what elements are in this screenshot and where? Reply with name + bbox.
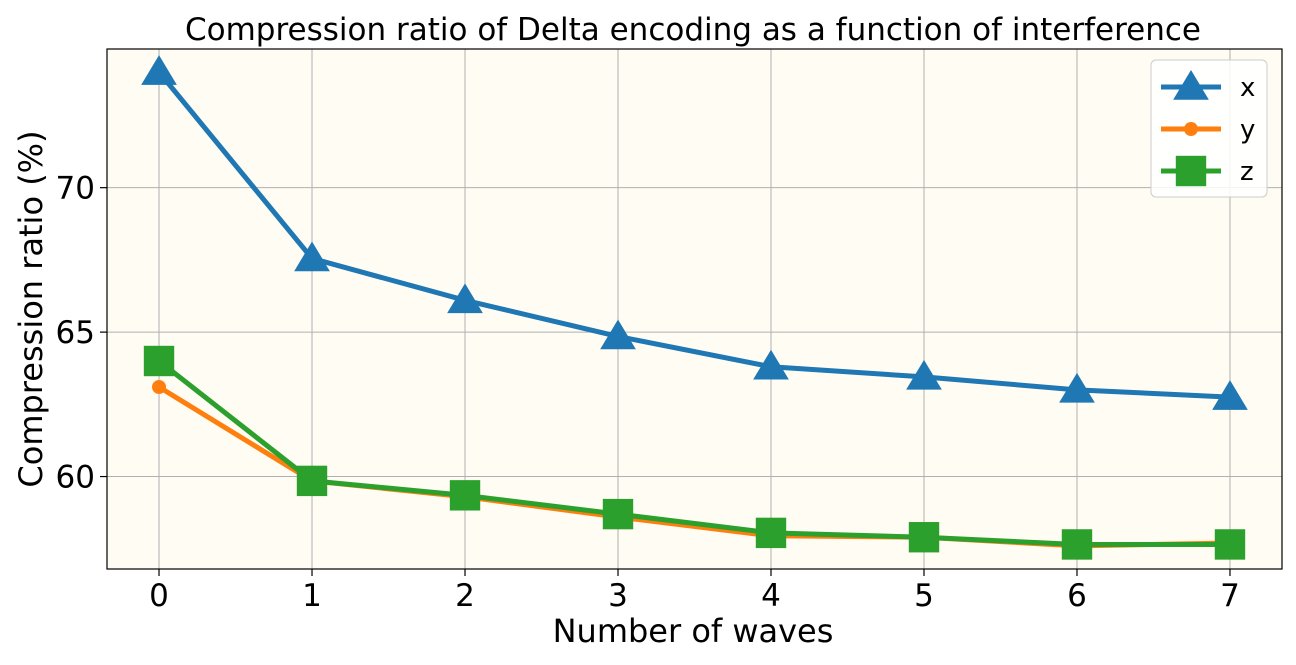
data-point-z	[296, 465, 328, 497]
y-tick-label: 60	[56, 460, 95, 496]
x-tick-label: 6	[1067, 578, 1087, 614]
chart-title: Compression ratio of Delta encoding as a…	[185, 12, 1201, 48]
x-tick-label: 2	[455, 578, 475, 614]
data-point-x	[600, 319, 636, 350]
legend-label: z	[1240, 157, 1254, 187]
data-point-x	[753, 349, 789, 380]
data-point-x	[1212, 380, 1248, 410]
series-line-x	[157, 70, 1231, 400]
data-point-y	[152, 380, 167, 394]
series-lines	[141, 55, 1248, 560]
x-axis-label: Number of waves	[553, 612, 834, 650]
legend: xyz	[1150, 59, 1268, 198]
data-point-z	[755, 517, 787, 549]
data-point-x	[294, 241, 330, 272]
series-x	[141, 55, 1248, 410]
x-tick-label: 3	[608, 578, 628, 614]
legend-item-y: y	[1161, 115, 1255, 145]
data-point-z	[1214, 529, 1246, 560]
legend-marker-y	[1184, 122, 1198, 136]
data-point-x	[906, 359, 942, 390]
x-tick-label: 0	[149, 578, 169, 614]
data-point-x	[141, 55, 177, 85]
y-tick-label: 70	[56, 171, 95, 207]
legend-marker-z	[1175, 155, 1207, 187]
axis-ticks: 0 1 2 3 4 5 6 7 60 65 70	[56, 171, 1240, 614]
plot-area	[107, 49, 1282, 569]
data-point-z	[908, 522, 940, 553]
series-z	[143, 345, 1246, 560]
legend-label: y	[1240, 115, 1255, 145]
data-point-z	[143, 345, 175, 377]
x-tick-label: 1	[302, 578, 322, 614]
legend-item-x: x	[1161, 70, 1255, 103]
data-point-z	[602, 498, 634, 530]
data-point-x	[447, 283, 483, 314]
plot-frame	[106, 48, 1283, 570]
data-point-x	[1059, 372, 1095, 403]
legend-marker-x	[1173, 70, 1209, 100]
y-axis-label: Compression ratio (%)	[12, 130, 50, 487]
legend-label: x	[1240, 73, 1255, 103]
x-tick-label: 5	[914, 578, 934, 614]
x-tick-label: 4	[761, 578, 781, 614]
grid-lines	[107, 49, 1282, 569]
data-point-z	[449, 480, 481, 511]
x-tick-label: 7	[1220, 578, 1240, 614]
data-point-z	[1061, 529, 1093, 560]
y-tick-label: 65	[56, 315, 95, 351]
series-line-z	[157, 359, 1230, 547]
legend-item-z: z	[1161, 155, 1254, 187]
